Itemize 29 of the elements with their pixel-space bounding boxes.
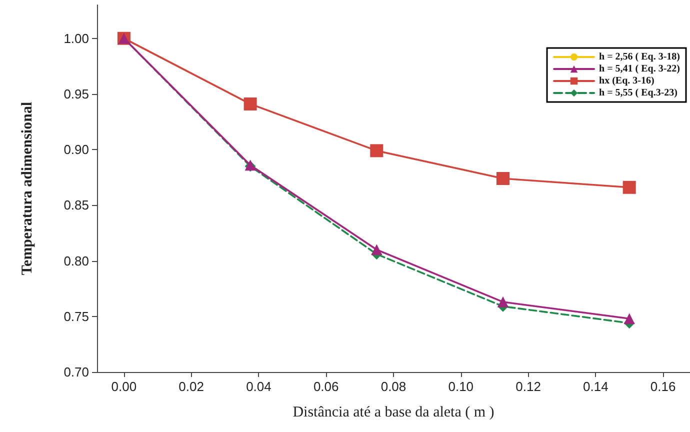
- y-tick-label: 0.75: [64, 308, 89, 324]
- point: [498, 296, 509, 308]
- y-tick-label: 1.00: [64, 30, 89, 46]
- point: [624, 313, 635, 324]
- x-tick-label: 0.06: [313, 379, 339, 394]
- x-axis-title: Distância até a base da aleta ( m ): [292, 404, 494, 420]
- point: [244, 97, 257, 110]
- legend-label: h = 5,41 ( Eq. 3-22): [599, 64, 680, 74]
- x-tick-label: 0.10: [448, 379, 474, 394]
- point: [370, 144, 384, 158]
- x-tick-label: 0.16: [650, 379, 676, 394]
- legend-label: hx (Eq. 3-16): [599, 76, 654, 86]
- legend-label: h = 2,56 ( Eq. 3-18): [599, 52, 680, 62]
- legend-label: h = 5,55 ( Eq.3-23): [599, 88, 678, 98]
- point: [622, 180, 636, 194]
- point: [371, 244, 382, 256]
- y-tick-label: 0.95: [64, 86, 89, 102]
- y-tick-label: 0.90: [64, 142, 89, 158]
- x-tick-label: 0.08: [380, 379, 406, 394]
- y-axis-title: Temperatura adimensional: [20, 102, 36, 276]
- x-tick-label: 0.14: [583, 379, 608, 394]
- x-tick-label: 0.04: [246, 379, 272, 394]
- y-tick-label: 0.80: [64, 253, 89, 268]
- y-tick-label: 0.70: [64, 364, 89, 380]
- point: [496, 172, 510, 185]
- x-tick-label: 0.00: [111, 379, 137, 394]
- y-tick-label: 0.85: [64, 198, 89, 213]
- x-tick-label: 0.12: [516, 379, 541, 394]
- x-tick-label: 0.02: [178, 379, 204, 394]
